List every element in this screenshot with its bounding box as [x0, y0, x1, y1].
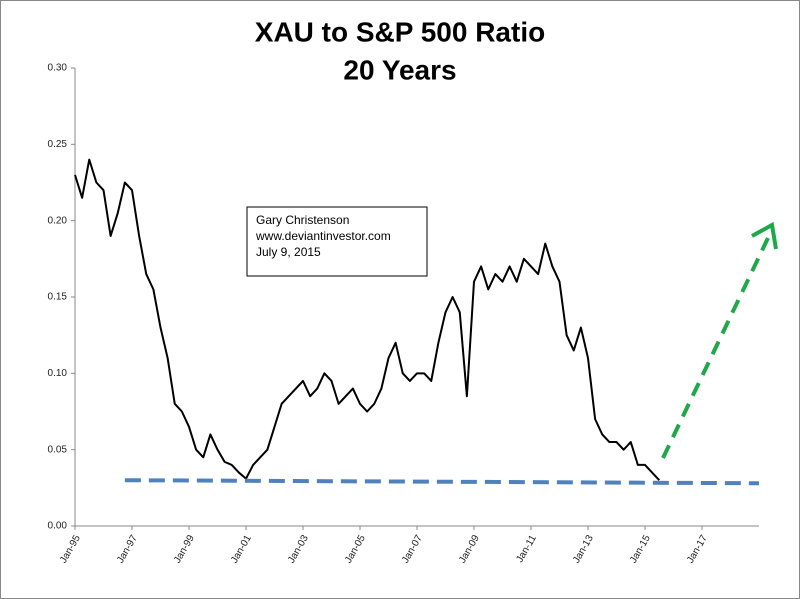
data-line [124, 478, 760, 486]
data-line [74, 158, 660, 481]
y-tick-label: 0.30 [48, 63, 68, 74]
arrow-head [751, 221, 778, 250]
annotation-line: Gary Christenson [256, 213, 349, 227]
y-tick-label: 0.10 [48, 368, 68, 379]
y-tick-label: 0.00 [48, 521, 68, 532]
y-tick-label: 0.05 [48, 444, 68, 455]
y-tick-label: 0.15 [48, 292, 68, 303]
annotation-line: July 9, 2015 [256, 245, 321, 259]
annotation-line: www.deviantinvestor.com [255, 229, 391, 243]
chart-title: XAU to S&P 500 Ratio [255, 16, 545, 47]
trend-arrow [661, 237, 770, 459]
y-tick-label: 0.20 [48, 215, 68, 226]
annotation-box [246, 206, 428, 277]
chart-subtitle: 20 Years [343, 54, 456, 85]
y-tick-label: 0.25 [48, 139, 68, 150]
